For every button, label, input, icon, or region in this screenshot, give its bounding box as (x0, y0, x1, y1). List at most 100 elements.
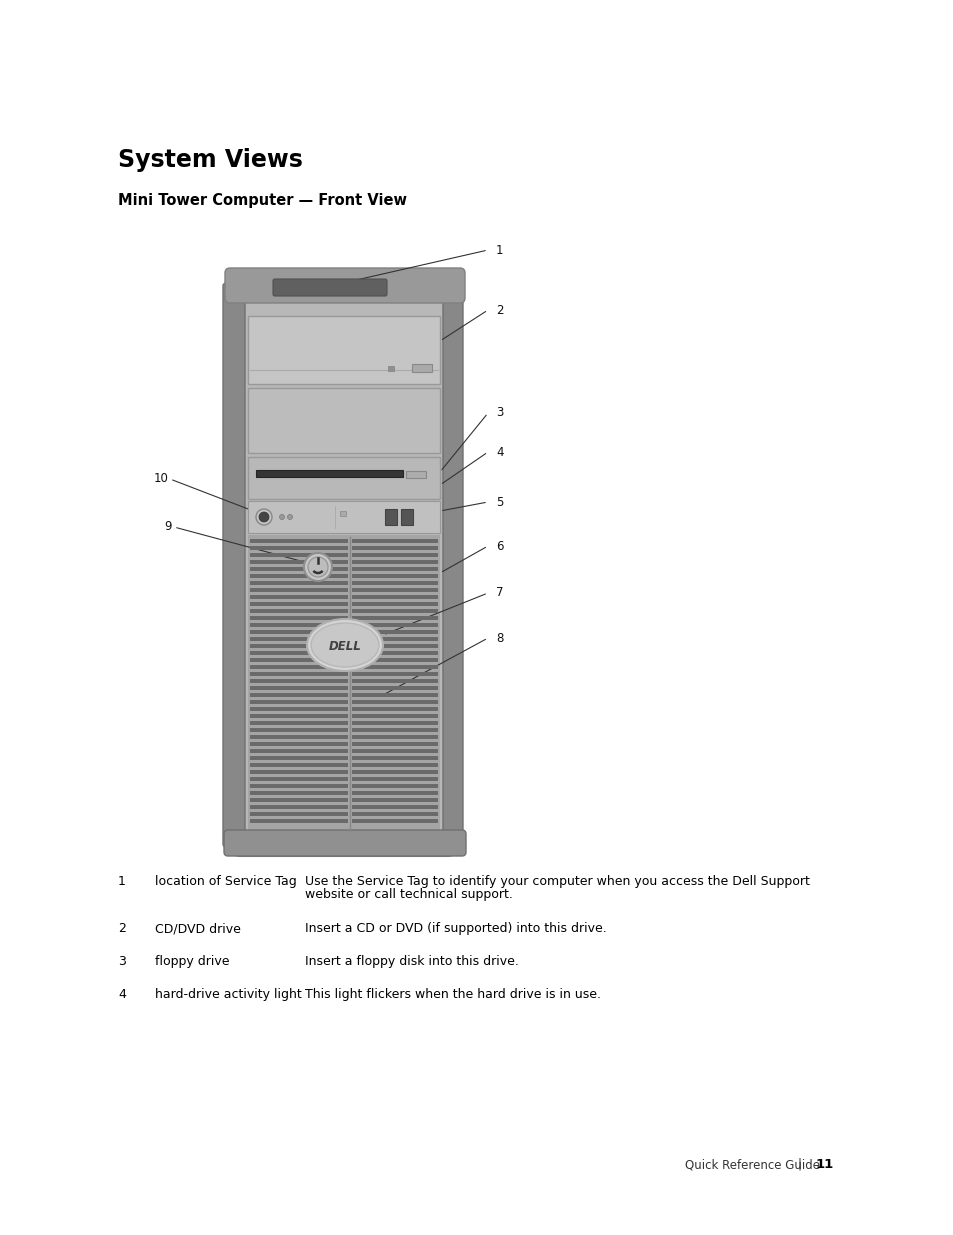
Text: 1: 1 (118, 876, 126, 888)
Bar (250, 622, 348, 627)
Text: 1: 1 (496, 243, 503, 257)
Bar (250, 790, 348, 795)
Bar (250, 805, 348, 809)
Bar (250, 798, 348, 802)
Ellipse shape (307, 619, 382, 671)
Text: This light flickers when the hard drive is in use.: This light flickers when the hard drive … (305, 988, 600, 1002)
Text: website or call technical support.: website or call technical support. (305, 888, 513, 902)
Bar (352, 685, 437, 690)
Bar (352, 580, 437, 585)
Bar (250, 672, 348, 676)
Bar (352, 721, 437, 725)
Bar (248, 388, 439, 453)
Bar (250, 609, 348, 613)
Bar (250, 538, 348, 543)
Bar (250, 574, 348, 578)
Bar (248, 535, 439, 832)
Text: 6: 6 (496, 540, 503, 552)
Text: 2: 2 (496, 304, 503, 316)
Bar (250, 637, 348, 641)
Bar (352, 784, 437, 788)
Text: 8: 8 (496, 631, 503, 645)
Bar (250, 756, 348, 760)
Bar (352, 714, 437, 718)
Bar (352, 574, 437, 578)
Text: floppy drive: floppy drive (154, 955, 230, 968)
Bar (250, 553, 348, 557)
Bar (352, 819, 437, 823)
FancyBboxPatch shape (223, 283, 245, 847)
Text: |: | (797, 1158, 801, 1171)
Bar (352, 538, 437, 543)
Bar (352, 672, 437, 676)
Bar (250, 601, 348, 606)
Bar (352, 601, 437, 606)
Circle shape (304, 553, 332, 580)
Text: 3: 3 (118, 955, 126, 968)
Circle shape (255, 509, 272, 525)
Bar (352, 609, 437, 613)
Text: 2: 2 (118, 923, 126, 935)
Bar (250, 588, 348, 592)
Bar (250, 742, 348, 746)
FancyBboxPatch shape (225, 268, 464, 303)
Bar (352, 588, 437, 592)
Bar (352, 630, 437, 634)
Bar (352, 756, 437, 760)
Bar (248, 316, 439, 384)
Bar (248, 501, 439, 534)
Circle shape (308, 557, 328, 577)
Bar (250, 664, 348, 669)
Bar (255, 471, 402, 477)
Bar (250, 735, 348, 739)
Text: 11: 11 (815, 1158, 833, 1171)
Text: DELL: DELL (328, 641, 361, 653)
Text: 7: 7 (496, 587, 503, 599)
Bar (250, 679, 348, 683)
Bar (250, 651, 348, 655)
Text: Use the Service Tag to identify your computer when you access the Dell Support: Use the Service Tag to identify your com… (305, 876, 809, 888)
Bar (250, 630, 348, 634)
Bar (352, 643, 437, 648)
Bar (250, 616, 348, 620)
Ellipse shape (311, 622, 378, 667)
Bar (250, 777, 348, 781)
Text: Insert a CD or DVD (if supported) into this drive.: Insert a CD or DVD (if supported) into t… (305, 923, 606, 935)
Bar (352, 811, 437, 816)
Bar (352, 763, 437, 767)
Bar (352, 679, 437, 683)
Bar (339, 511, 346, 516)
Text: 5: 5 (496, 495, 503, 509)
Bar (352, 798, 437, 802)
Bar (352, 735, 437, 739)
Bar (388, 366, 394, 370)
Bar (250, 714, 348, 718)
Bar (352, 706, 437, 711)
Bar (352, 769, 437, 774)
Text: Quick Reference Guide: Quick Reference Guide (684, 1158, 820, 1171)
Bar (250, 685, 348, 690)
Circle shape (287, 515, 293, 520)
Circle shape (258, 513, 269, 522)
Bar (250, 748, 348, 753)
Bar (352, 637, 437, 641)
Bar (400, 509, 413, 525)
Bar (250, 643, 348, 648)
FancyBboxPatch shape (232, 270, 456, 856)
FancyBboxPatch shape (273, 279, 387, 296)
Text: Mini Tower Computer — Front View: Mini Tower Computer — Front View (118, 193, 407, 207)
Bar (250, 769, 348, 774)
Text: 10: 10 (153, 473, 169, 485)
Text: 4: 4 (496, 446, 503, 458)
Bar (250, 784, 348, 788)
Bar (250, 721, 348, 725)
Bar (248, 457, 439, 499)
Bar (250, 706, 348, 711)
Bar (406, 471, 426, 478)
Bar (352, 693, 437, 697)
Bar (250, 580, 348, 585)
Bar (352, 622, 437, 627)
FancyBboxPatch shape (224, 830, 465, 856)
Bar (250, 763, 348, 767)
Bar (250, 727, 348, 732)
